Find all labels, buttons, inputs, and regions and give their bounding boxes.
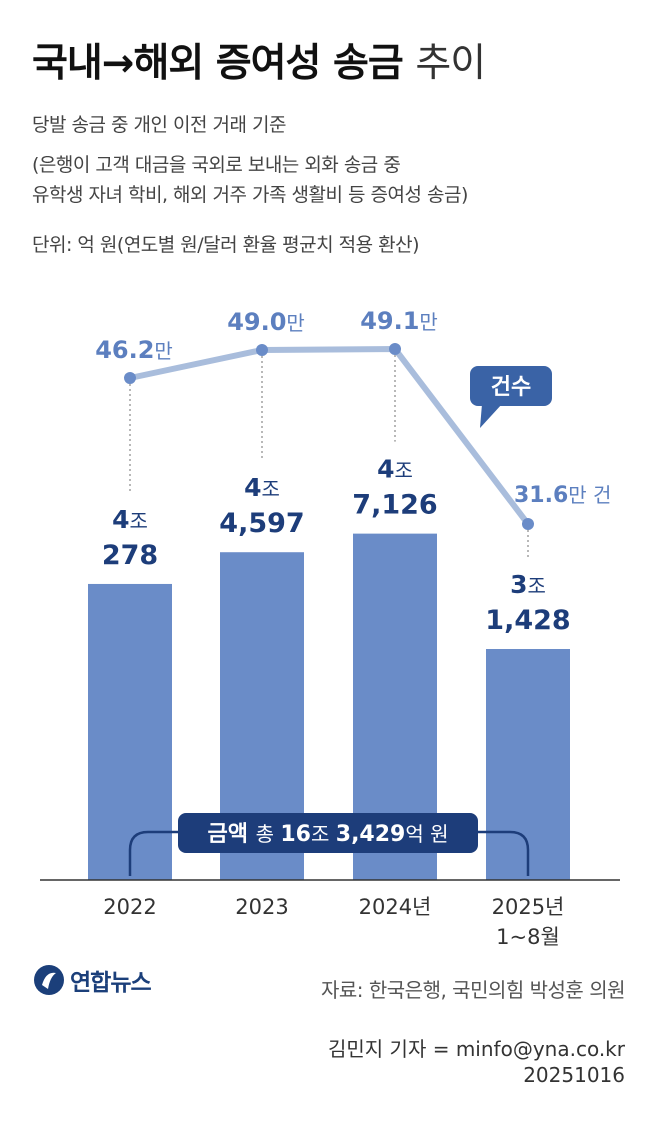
title-suffix: 추이 [415, 41, 486, 86]
x-tick-1-0: 2023 [235, 895, 288, 919]
count-line [127, 346, 531, 527]
count-label-1: 49.0만 [227, 308, 305, 336]
count-point-0 [124, 372, 136, 384]
chart-title: 국내→해외 증여성 송금 추이 [32, 32, 486, 88]
bar-label-value-3: 1,428 [485, 605, 570, 636]
count-legend-bubble [470, 366, 552, 406]
count-legend-tail [480, 404, 502, 428]
title-main: 국내→해외 증여성 송금 [32, 41, 404, 86]
count-legend-text: 건수 [491, 375, 531, 400]
logo-text: 연합뉴스 [70, 970, 152, 996]
bar-0 [88, 583, 172, 880]
subtitle-line-2: (은행이 고객 대금을 국외로 보내는 외화 송금 중 [32, 154, 401, 176]
total-box [178, 813, 478, 853]
count-point-1 [256, 344, 268, 356]
bar-label-value-0: 278 [102, 540, 158, 571]
count-label-2: 49.1만 [360, 307, 438, 335]
subtitle-line-1: 당발 송금 중 개인 이전 거래 기준 [32, 114, 286, 136]
bar-label-top-2: 4조 [377, 455, 413, 484]
count-point-3 [522, 518, 534, 530]
chart-area: 4조 278 4조 4,597 4조 7,126 3조 1,428 46.2만 49.0만 49.1… [40, 307, 620, 949]
x-tick-3-0: 2025년 [492, 895, 565, 919]
count-label-0: 46.2만 [95, 336, 173, 364]
bar-label-value-1: 4,597 [219, 508, 304, 539]
source-note: 자료: 한국은행, 국민의힘 박성훈 의원 [320, 978, 626, 1002]
count-label-3: 31.6만 건 [514, 483, 611, 508]
bar-label-top-1: 4조 [244, 473, 280, 502]
x-tick-0-0: 2022 [103, 895, 156, 919]
total-text: 금액 총 16조 3,429억 원 [207, 822, 448, 847]
reporter-credit: 김민지 기자 = minfo@yna.co.kr [328, 1037, 625, 1061]
publish-date: 20251016 [523, 1063, 625, 1087]
x-tick-2-0: 2024년 [359, 895, 432, 919]
x-tick-3-1: 1~8월 [496, 925, 560, 949]
yonhap-logo-icon [34, 965, 64, 995]
logo: 연합뉴스 [32, 963, 152, 997]
unit-note: 단위: 억 원(연도별 원/달러 환율 평균치 적용 환산) [32, 234, 420, 256]
bar-label-value-2: 7,126 [352, 490, 437, 521]
bar-label-top-3: 3조 [510, 570, 546, 599]
count-point-2 [389, 343, 401, 355]
subtitle-line-3: 유학생 자녀 학비, 해외 거주 가족 생활비 등 증여성 송금) [32, 184, 468, 206]
bar-label-top-0: 4조 [112, 505, 148, 534]
